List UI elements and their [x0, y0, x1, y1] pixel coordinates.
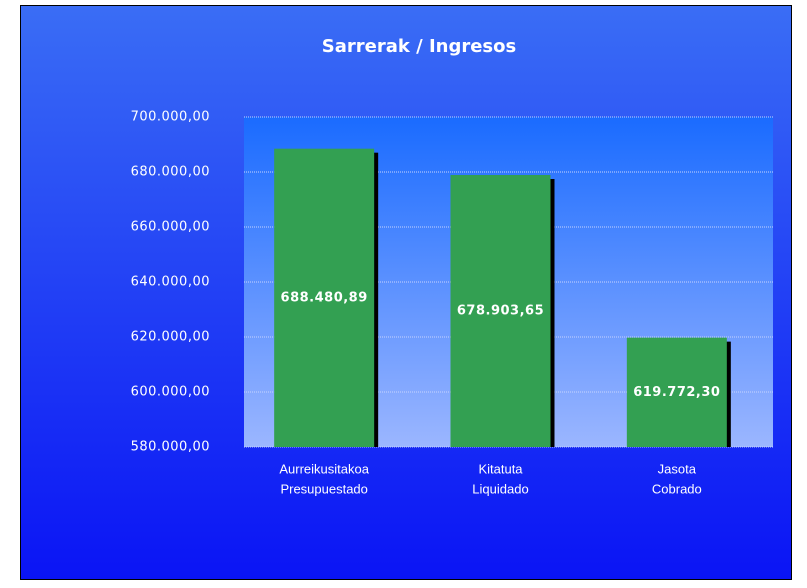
- y-tick-label: 620.000,00: [131, 330, 210, 345]
- y-tick-label: 680.000,00: [131, 165, 210, 180]
- value-label: 688.480,89: [281, 290, 368, 305]
- bar: [274, 148, 375, 447]
- y-tick-label: 660.000,00: [131, 220, 210, 235]
- value-label: 678.903,65: [457, 304, 544, 319]
- x-tick-label: Cobrado: [652, 481, 702, 496]
- x-tick-label: Liquidado: [472, 481, 528, 496]
- y-tick-label: 600.000,00: [131, 385, 210, 400]
- y-tick-label: 580.000,00: [131, 440, 210, 455]
- x-tick-label: Presupuestado: [280, 481, 367, 496]
- bar: [450, 175, 551, 448]
- value-label: 619.772,30: [633, 385, 720, 400]
- y-tick-label: 640.000,00: [131, 275, 210, 290]
- x-tick-label: Aurreikusitakoa: [279, 461, 369, 476]
- bar: [626, 337, 727, 447]
- chart-title: Sarrerak / Ingresos: [322, 36, 516, 57]
- y-tick-label: 700.000,00: [131, 110, 210, 125]
- x-tick-label: Jasota: [658, 461, 697, 476]
- x-tick-label: Kitatuta: [478, 461, 523, 476]
